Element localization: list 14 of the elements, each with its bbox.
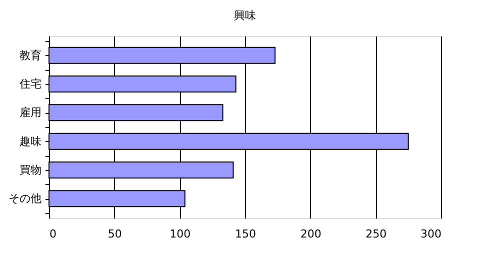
x-tick-label: 100 bbox=[170, 228, 191, 240]
y-tick-label: 買物 bbox=[20, 164, 42, 176]
x-tick-label: 150 bbox=[235, 228, 256, 240]
x-tick-label: 300 bbox=[420, 228, 442, 240]
y-tick-label: 趣味 bbox=[20, 134, 42, 148]
y-tick-label: その他 bbox=[8, 192, 42, 206]
x-tick-label: 50 bbox=[108, 228, 122, 240]
y-tick-label: 住宅 bbox=[20, 78, 42, 90]
x-tick-label: 200 bbox=[300, 228, 322, 240]
x-tick-label: 250 bbox=[366, 228, 387, 240]
chart-title: 興味 bbox=[234, 9, 256, 22]
x-tick-label: 0 bbox=[50, 228, 56, 240]
y-tick-label: 教育 bbox=[20, 48, 42, 62]
y-tick-label: 雇用 bbox=[20, 106, 42, 120]
